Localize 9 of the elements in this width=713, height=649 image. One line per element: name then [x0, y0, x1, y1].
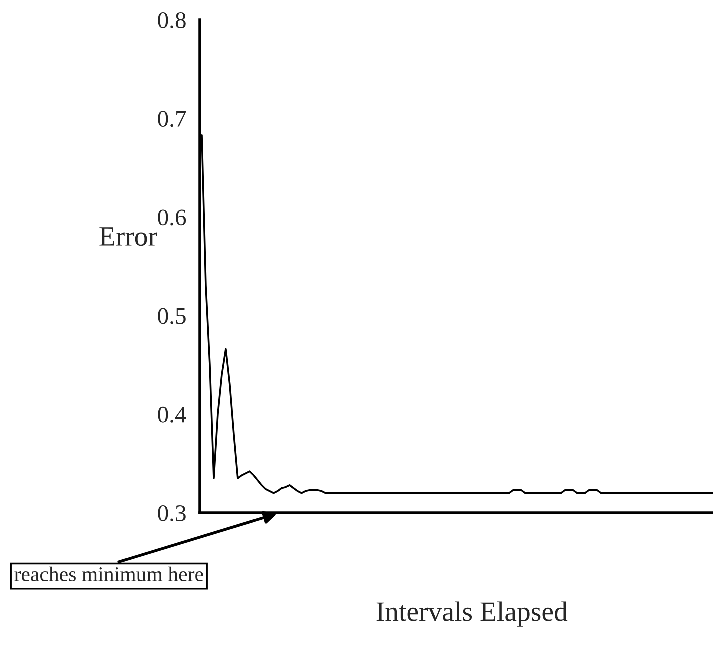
y-axis-title: Error	[100, 228, 158, 246]
x-axis-title: Intervals Elapsed	[376, 602, 568, 627]
y-tick-label: 0.4	[158, 406, 186, 423]
y-tick-label: 0.5	[158, 308, 186, 324]
y-tick-label: 0.6	[158, 210, 186, 226]
text: reaches minimum here	[14, 566, 204, 582]
y-tick-label: 0.3	[158, 505, 186, 522]
y-tick-label: 0.8	[158, 12, 186, 29]
y-tick-label: 0.7	[158, 111, 186, 128]
